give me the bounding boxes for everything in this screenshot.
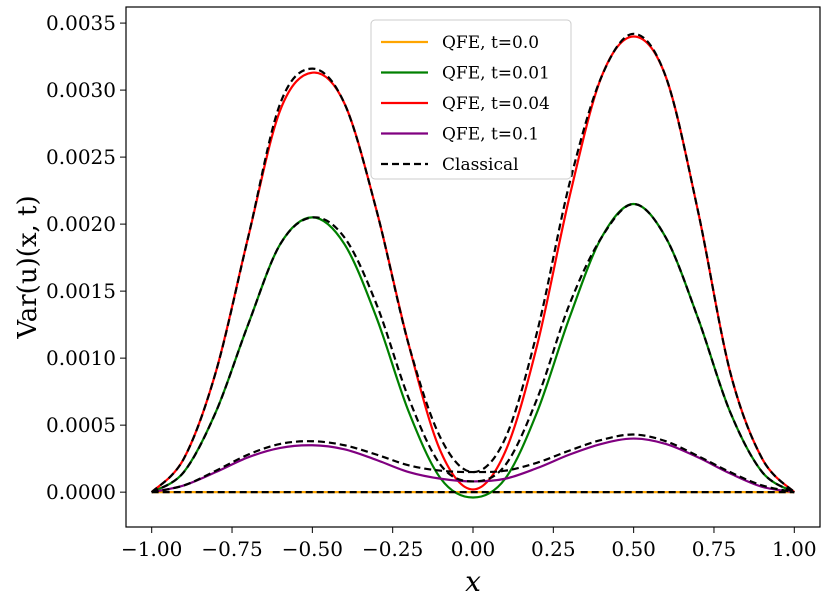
x-tick-label: 0.00 bbox=[451, 537, 496, 561]
legend: QFE, t=0.0 QFE, t=0.01 QFE, t=0.04 QFE, t=0… bbox=[370, 19, 572, 180]
y-tick-label: 0.0005 bbox=[46, 413, 116, 437]
x-tick-label: 0.50 bbox=[611, 537, 656, 561]
legend-box bbox=[370, 19, 572, 180]
x-tick-label: −1.00 bbox=[121, 537, 182, 561]
y-tick-label: 0.0000 bbox=[46, 480, 116, 504]
x-tick-label: 1.00 bbox=[772, 537, 817, 561]
y-tick-label: 0.0030 bbox=[46, 78, 116, 102]
legend-label: QFE, t=0.1 bbox=[442, 125, 539, 145]
legend-label: QFE, t=0.0 bbox=[442, 33, 539, 53]
legend-label: Classical bbox=[442, 155, 519, 175]
y-tick-label: 0.0025 bbox=[46, 145, 116, 169]
x-tick-label: 0.75 bbox=[692, 537, 737, 561]
x-tick-label: −0.75 bbox=[201, 537, 262, 561]
series-layer bbox=[150, 32, 796, 499]
y-tick-label: 0.0015 bbox=[46, 279, 116, 303]
y-axis-label: Var(u)(x, t) bbox=[13, 195, 43, 339]
x-axis-label: x bbox=[465, 565, 481, 598]
x-tick-label: −0.25 bbox=[362, 537, 423, 561]
legend-label: QFE, t=0.04 bbox=[442, 94, 550, 114]
y-tick-label: 0.0035 bbox=[46, 11, 116, 35]
series-line-classical-t-0-01 bbox=[151, 202, 795, 494]
x-axis: −1.00 −0.75 −0.50 −0.25 0.00 0.25 0.50 0.75 1.00 bbox=[121, 527, 817, 561]
y-tick-label: 0.0010 bbox=[46, 346, 116, 370]
x-tick-label: −0.50 bbox=[282, 537, 343, 561]
y-tick-label: 0.0020 bbox=[46, 212, 116, 236]
y-axis: 0.0000 0.0005 0.0010 0.0015 0.0020 0.0025 0.00… bbox=[46, 11, 126, 504]
series-line-classical-t-0-1 bbox=[151, 433, 795, 494]
series-line-qfe-t-0-1 bbox=[151, 437, 795, 494]
x-tick-label: 0.25 bbox=[531, 537, 576, 561]
legend-label: QFE, t=0.01 bbox=[442, 64, 550, 84]
